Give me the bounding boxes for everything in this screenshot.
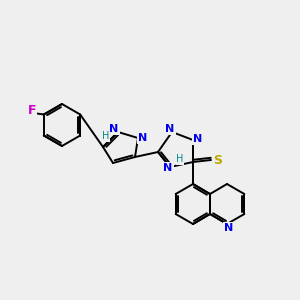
Text: N: N [138,133,148,143]
Text: N: N [194,134,202,144]
Text: N: N [110,124,118,134]
Text: H: H [102,131,110,141]
Text: N: N [164,163,172,173]
Text: N: N [224,223,234,233]
Text: S: S [214,154,223,166]
Text: H: H [176,154,184,164]
Text: N: N [165,124,175,134]
Text: F: F [28,104,36,117]
